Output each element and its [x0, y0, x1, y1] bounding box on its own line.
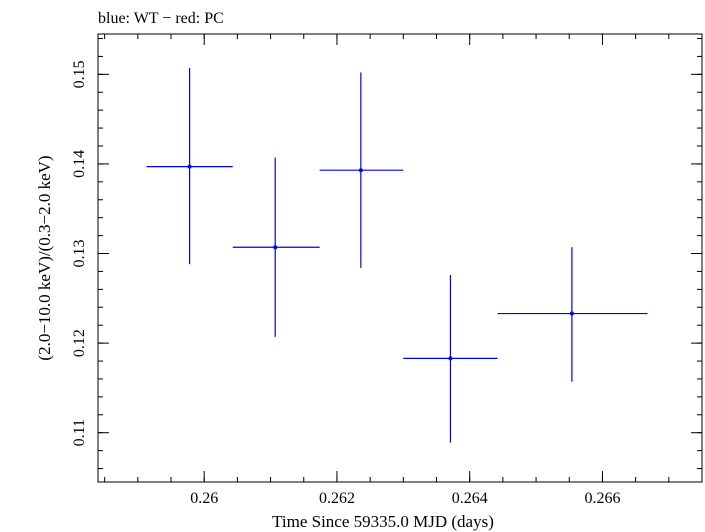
x-tick-label: 0.266 [584, 490, 620, 507]
x-tick-label: 0.264 [452, 490, 488, 507]
data-point [187, 164, 192, 169]
chart-title: blue: WT − red: PC [98, 10, 224, 27]
axis-ticks [98, 34, 703, 482]
data-point [273, 245, 278, 250]
data-point [448, 356, 453, 361]
data-point [569, 311, 574, 316]
tick-labels: 0.26 0.262 0.264 0.266 0.11 0.12 0.13 0.14 0.15 [71, 60, 620, 507]
x-tick-label: 0.262 [319, 490, 355, 507]
y-tick-label: 0.12 [71, 329, 88, 357]
y-tick-label: 0.14 [71, 150, 88, 178]
plot-frame [97, 33, 703, 483]
x-tick-label: 0.26 [190, 490, 218, 507]
y-axis-label: (2.0−10.0 keV)/(0.3−2.0 keV) [35, 155, 54, 360]
data-point [358, 168, 363, 173]
data-marks [146, 68, 648, 443]
y-tick-label: 0.15 [71, 60, 88, 88]
y-tick-label: 0.11 [71, 419, 88, 446]
y-tick-label: 0.13 [71, 240, 88, 268]
x-axis-label: Time Since 59335.0 MJD (days) [272, 512, 494, 531]
